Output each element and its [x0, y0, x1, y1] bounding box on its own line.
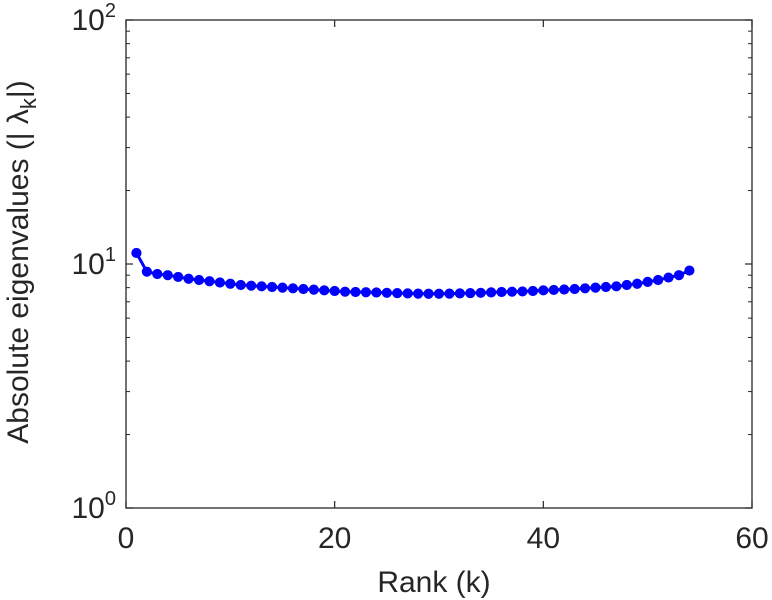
data-point [141, 266, 152, 277]
data-point [653, 274, 664, 286]
data-point [287, 283, 299, 294]
plot-area [125, 19, 753, 509]
data-point [517, 286, 528, 297]
x-axis-label: Rank (k) [377, 566, 490, 599]
data-point [162, 270, 173, 281]
data-point [402, 288, 413, 299]
data-point [611, 281, 622, 292]
data-point [204, 276, 215, 287]
data-point [454, 288, 465, 299]
data-point [173, 271, 184, 283]
data-point [246, 280, 257, 291]
data-point [527, 285, 539, 297]
y-axis-label-gap [2, 124, 35, 132]
data-point [266, 281, 278, 293]
series-layer [131, 247, 695, 299]
data-point [392, 287, 403, 299]
x-tick-label: 40 [527, 522, 560, 555]
data-point [579, 283, 591, 294]
y-axis-label-close: |) [2, 80, 35, 98]
y-tick-label: 101 [72, 244, 117, 281]
data-point [152, 268, 163, 280]
data-point [381, 287, 392, 298]
data-point [214, 277, 225, 288]
data-point [673, 270, 685, 281]
axes-box [125, 19, 753, 509]
x-tick-label: 0 [118, 522, 135, 555]
y-axis-label-text: Absolute eigenvalues (| [2, 132, 35, 443]
data-point [506, 286, 518, 297]
data-point [486, 287, 497, 298]
data-point [538, 285, 549, 296]
data-point [642, 276, 653, 287]
data-point [684, 265, 695, 276]
y-axis-label-subscript: k [16, 97, 41, 109]
data-point [423, 288, 434, 299]
data-point [193, 274, 205, 286]
data-point [277, 282, 288, 293]
data-point [319, 285, 330, 296]
data-point [131, 247, 142, 259]
y-tick-label: 102 [72, 0, 117, 37]
data-point [496, 286, 507, 298]
data-point [360, 287, 372, 298]
data-point [350, 286, 361, 298]
data-point [235, 279, 246, 291]
data-point [183, 273, 194, 284]
data-point [465, 287, 476, 299]
data-point [548, 284, 559, 296]
y-axis-ticks: 100 101 102 [72, 0, 752, 525]
data-point [256, 281, 267, 292]
data-point [590, 282, 601, 293]
y-axis-label-symbol: λ [2, 109, 35, 124]
x-tick-label: 20 [318, 522, 351, 555]
data-point [569, 283, 580, 295]
data-point [413, 288, 424, 299]
data-point [559, 284, 570, 295]
x-tick-label: 60 [735, 522, 768, 555]
y-axis-label: Absolute eigenvalues (| λk|) [2, 80, 41, 443]
data-point [225, 278, 236, 289]
x-axis-ticks: 0 20 40 60 [118, 20, 769, 555]
data-point [475, 287, 486, 298]
y-tick-label: 100 [72, 488, 117, 525]
data-point [340, 286, 351, 297]
data-point [663, 272, 674, 283]
data-point [433, 288, 445, 299]
data-point [371, 287, 382, 298]
data-point [308, 284, 319, 295]
data-point [329, 285, 340, 297]
data-point [444, 288, 455, 299]
data-point [600, 281, 612, 293]
data-point [621, 279, 632, 291]
data-point [632, 278, 643, 289]
data-point [298, 283, 309, 295]
